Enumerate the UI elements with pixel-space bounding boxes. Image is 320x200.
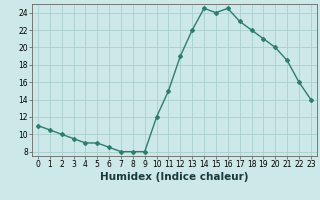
X-axis label: Humidex (Indice chaleur): Humidex (Indice chaleur) (100, 172, 249, 182)
